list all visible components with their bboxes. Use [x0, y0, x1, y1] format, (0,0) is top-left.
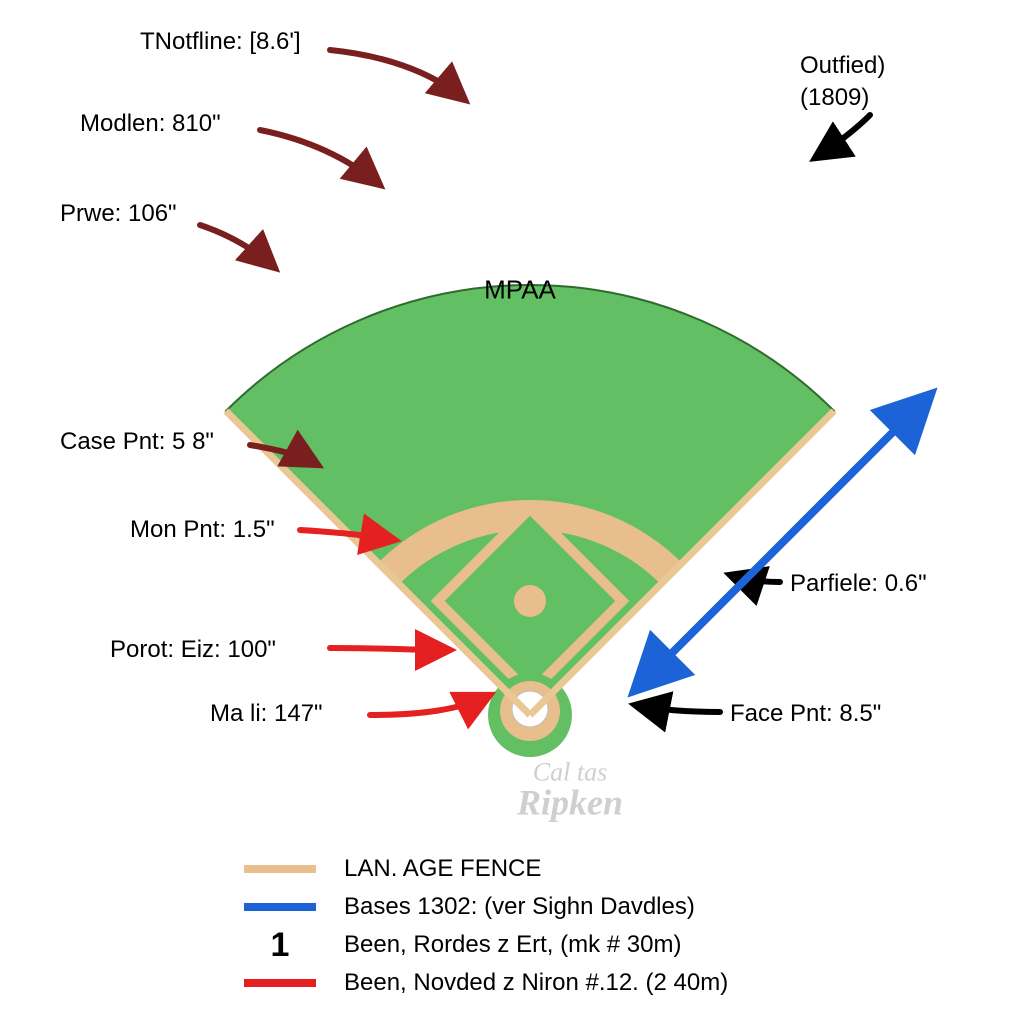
modlen-arrow [260, 130, 380, 185]
watermark-line2: Ripken [517, 785, 623, 819]
facepnt-arrow [635, 705, 720, 712]
label-parfiele: Parfiele: 0.6" [790, 570, 927, 598]
legend-row: Bases 1302: (ver Sighn Davdles) [240, 888, 728, 926]
legend-row: LAN. AGE FENCE [240, 850, 728, 888]
porot-arrow [330, 648, 450, 650]
legend-line-icon [244, 903, 316, 911]
label-mpaa: MPAA [484, 275, 556, 306]
label-modlen: Modlen: 810" [80, 110, 221, 138]
pitchers-mound [514, 585, 546, 617]
legend-line-icon [244, 865, 316, 873]
outfied-arrow [815, 115, 870, 158]
tnotfline-arrow [330, 50, 465, 100]
legend-swatch [240, 865, 320, 873]
legend-text: LAN. AGE FENCE [344, 855, 541, 883]
watermark-logo: Cal tas Ripken [517, 761, 623, 820]
label-outfied-line1: Outfied) [800, 52, 885, 80]
legend-text: Been, Novded z Niron #.12. (2 40m) [344, 969, 728, 997]
label-monpnt: Mon Pnt: 1.5" [130, 516, 275, 544]
legend-swatch: 1 [240, 928, 320, 962]
legend: LAN. AGE FENCE Bases 1302: (ver Sighn Dav… [240, 850, 728, 1002]
legend-swatch [240, 979, 320, 987]
diagram-canvas: TNotfline: [8.6'] Modlen: 810" Prwe: 106… [0, 0, 1024, 1024]
legend-text: Been, Rordes z Ert, (mk # 30m) [344, 931, 681, 959]
legend-swatch [240, 903, 320, 911]
legend-text: Bases 1302: (ver Sighn Davdles) [344, 893, 695, 921]
mali-arrow [370, 695, 490, 715]
label-prwe: Prwe: 106" [60, 200, 177, 228]
label-mali: Ma li: 147" [210, 700, 323, 728]
legend-row: Been, Novded z Niron #.12. (2 40m) [240, 964, 728, 1002]
prwe-arrow [200, 225, 275, 268]
label-tnotfline: TNotfline: [8.6'] [140, 28, 301, 56]
label-porot: Porot: Eiz: 100" [110, 636, 276, 664]
legend-number-icon: 1 [244, 928, 316, 962]
label-outfied-line2: (1809) [800, 84, 869, 112]
parfiele-arrow [730, 575, 780, 582]
label-facepnt: Face Pnt: 8.5" [730, 700, 881, 728]
legend-row: 1 Been, Rordes z Ert, (mk # 30m) [240, 926, 728, 964]
home-plate [512, 691, 548, 727]
legend-line-icon [244, 979, 316, 987]
label-casepnt: Case Pnt: 5 8" [60, 428, 214, 456]
watermark-line1: Cal tas [517, 761, 623, 786]
